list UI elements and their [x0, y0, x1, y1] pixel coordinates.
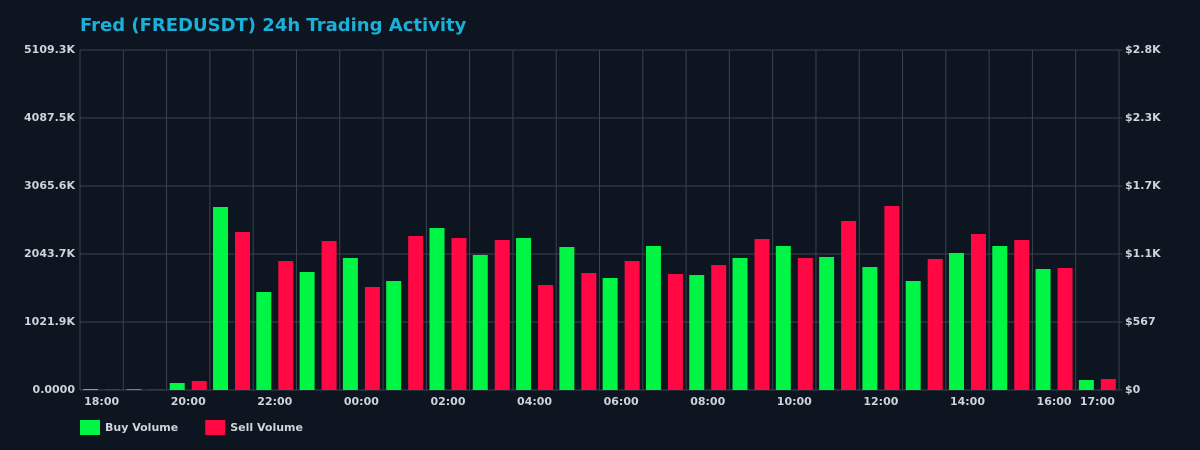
bar	[819, 256, 835, 390]
bar	[970, 234, 986, 390]
bar	[516, 238, 532, 390]
legend-swatch	[80, 420, 100, 435]
bar	[235, 232, 251, 390]
x-tick-label: 16:00	[1037, 395, 1072, 408]
x-tick-label: 20:00	[171, 395, 206, 408]
bar	[429, 228, 445, 390]
y2-tick-label: $567	[1125, 315, 1156, 328]
x-tick-label: 00:00	[344, 395, 379, 408]
bar	[797, 257, 813, 390]
x-tick-label: 22:00	[257, 395, 292, 408]
x-tick-label: 17:00	[1080, 395, 1115, 408]
bar	[191, 381, 207, 390]
y-tick-label: 5109.3K	[24, 43, 75, 56]
legend-label: Sell Volume	[230, 421, 303, 434]
bar	[775, 245, 791, 390]
bar	[408, 236, 424, 390]
y2-tick-label: $0	[1125, 383, 1141, 396]
bar	[364, 286, 380, 390]
y-tick-label: 3065.6K	[24, 179, 75, 192]
bar	[472, 254, 488, 390]
bar	[299, 272, 315, 390]
bar	[213, 207, 229, 390]
x-tick-label: 10:00	[777, 395, 812, 408]
bar	[559, 246, 575, 390]
bar	[992, 245, 1008, 390]
bar	[126, 389, 142, 390]
bar	[841, 220, 857, 390]
x-tick-label: 02:00	[430, 395, 465, 408]
bar	[905, 280, 921, 390]
bar	[948, 252, 964, 390]
x-tick-label: 18:00	[84, 395, 119, 408]
bar	[538, 284, 554, 390]
bar	[711, 265, 727, 390]
chart-title: Fred (FREDUSDT) 24h Trading Activity	[80, 15, 467, 36]
bar	[645, 245, 661, 390]
bar	[148, 389, 164, 390]
x-tick-label: 04:00	[517, 395, 552, 408]
bar	[494, 240, 510, 390]
bar	[83, 389, 99, 390]
y-tick-label: 0.0000	[33, 383, 76, 396]
x-tick-label: 12:00	[863, 395, 898, 408]
bar	[884, 206, 900, 390]
bar	[1078, 380, 1094, 390]
bar	[602, 278, 618, 390]
y2-tick-label: $2.8K	[1125, 43, 1161, 56]
bar	[342, 257, 358, 390]
bar	[169, 383, 185, 390]
bar	[689, 275, 705, 390]
bar	[862, 267, 878, 390]
y2-tick-label: $1.7K	[1125, 179, 1161, 192]
y2-tick-label: $2.3K	[1125, 111, 1161, 124]
bar	[386, 280, 402, 390]
bar	[1100, 379, 1116, 390]
bar	[667, 274, 683, 390]
bar	[754, 239, 770, 390]
x-tick-label: 06:00	[604, 395, 639, 408]
bar	[1014, 240, 1030, 390]
x-tick-label: 08:00	[690, 395, 725, 408]
y-tick-label: 4087.5K	[24, 111, 75, 124]
bar	[278, 261, 294, 390]
legend-label: Buy Volume	[105, 421, 178, 434]
bar	[451, 238, 467, 390]
y2-tick-label: $1.1K	[1125, 247, 1161, 260]
legend-swatch	[205, 420, 226, 435]
bar	[256, 291, 272, 390]
bar	[732, 257, 748, 390]
y-tick-label: 1021.9K	[24, 315, 75, 328]
bar	[1035, 269, 1051, 390]
bar	[927, 258, 943, 390]
bar	[105, 389, 121, 390]
x-tick-label: 14:00	[950, 395, 985, 408]
bar	[624, 261, 640, 390]
bar	[1057, 268, 1073, 390]
bar	[581, 273, 597, 390]
bar	[321, 241, 337, 390]
y-tick-label: 2043.7K	[24, 247, 75, 260]
